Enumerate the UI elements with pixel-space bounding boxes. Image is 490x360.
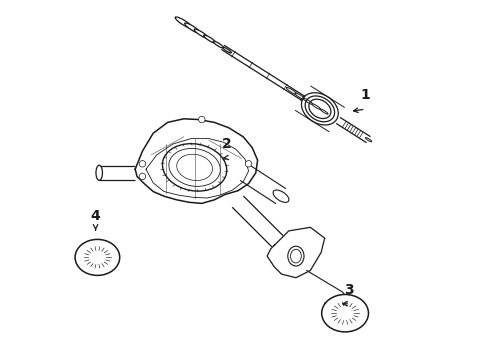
Ellipse shape [194,29,208,38]
Ellipse shape [286,87,297,95]
Circle shape [198,116,205,123]
Circle shape [139,161,146,167]
Ellipse shape [320,109,328,114]
Ellipse shape [321,294,368,332]
Ellipse shape [204,35,216,43]
Circle shape [139,173,146,180]
Ellipse shape [288,246,304,266]
Text: 1: 1 [361,89,370,102]
Polygon shape [135,119,258,203]
Ellipse shape [175,17,193,28]
Polygon shape [267,227,325,278]
Ellipse shape [273,190,289,202]
Text: 4: 4 [91,209,100,223]
Ellipse shape [213,41,223,48]
Circle shape [245,161,252,167]
Ellipse shape [222,47,231,53]
Ellipse shape [295,93,305,100]
Ellipse shape [301,93,338,125]
Ellipse shape [185,23,200,33]
Ellipse shape [303,98,313,104]
Ellipse shape [366,138,371,142]
Text: 3: 3 [344,283,354,297]
Ellipse shape [96,165,102,180]
Text: 2: 2 [222,137,232,151]
Ellipse shape [312,104,320,109]
Ellipse shape [75,239,120,275]
